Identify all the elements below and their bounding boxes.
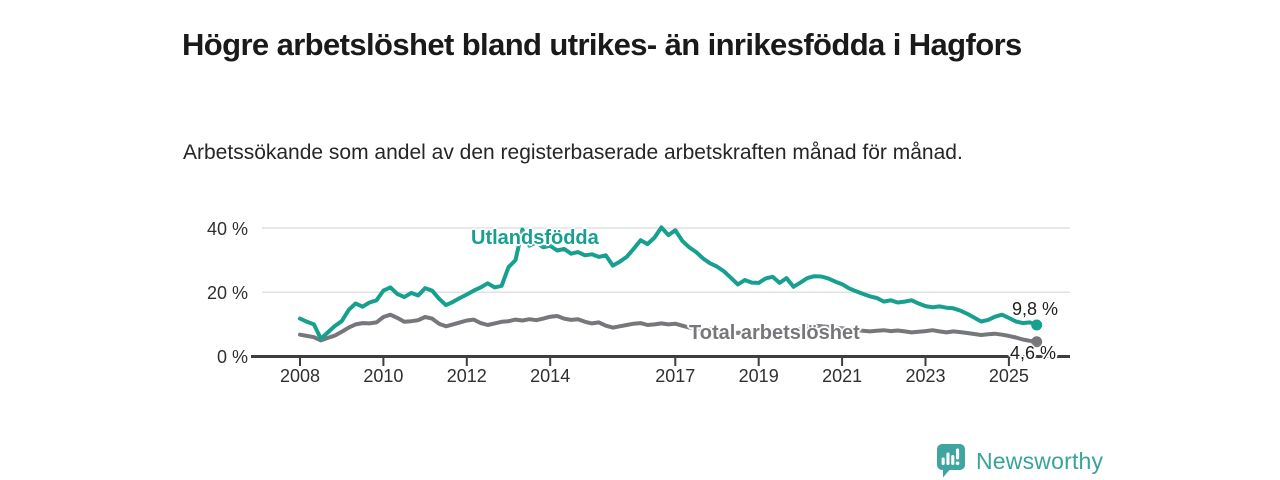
series-line-utlandsfodda [298,225,1039,341]
x-axis-tick-label-2023: 2023 [905,366,946,386]
y-axis-tick-label-0: 0 % [216,347,248,367]
newsworthy-bar-chart-speech-bubble-icon [937,444,965,478]
end-dot-utlandsfodda [1031,319,1043,331]
x-axis-tick-label-2010: 2010 [363,366,404,386]
chart-subtitle: Arbetssökande som andel av den registerb… [183,141,963,164]
x-axis-tick-label-2025: 2025 [988,366,1029,386]
y-axis-tick-label-20: 20 % [206,283,248,303]
end-dot-total [1031,336,1043,348]
x-axis-tick-label-2021: 2021 [822,366,863,386]
y-axis-tick-label-40: 40 % [206,219,248,239]
x-axis-tick-label-2012: 2012 [446,366,487,386]
end-value-label-total: 4,6 % [1010,343,1057,363]
x-axis-tick-label-2019: 2019 [738,366,779,386]
newsworthy-logo[interactable]: Newsworthy [936,443,1103,479]
series-label-total-arbetsloshet: Total arbetslöshet [689,322,860,344]
x-axis-tick-label-2008: 2008 [279,366,321,386]
series-label-utlandsfodda: Utlandsfödda [471,227,599,249]
newsworthy-logo-text: Newsworthy [976,447,1104,474]
x-axis-tick-label-2017: 2017 [655,366,696,386]
chart-title: Högre arbetslöshet bland utrikes- än inr… [182,26,1022,62]
x-axis-tick-label-2014: 2014 [530,366,571,386]
series-line-total [298,312,1039,344]
end-value-label-utlandsfodda: 9,8 % [1012,299,1059,319]
